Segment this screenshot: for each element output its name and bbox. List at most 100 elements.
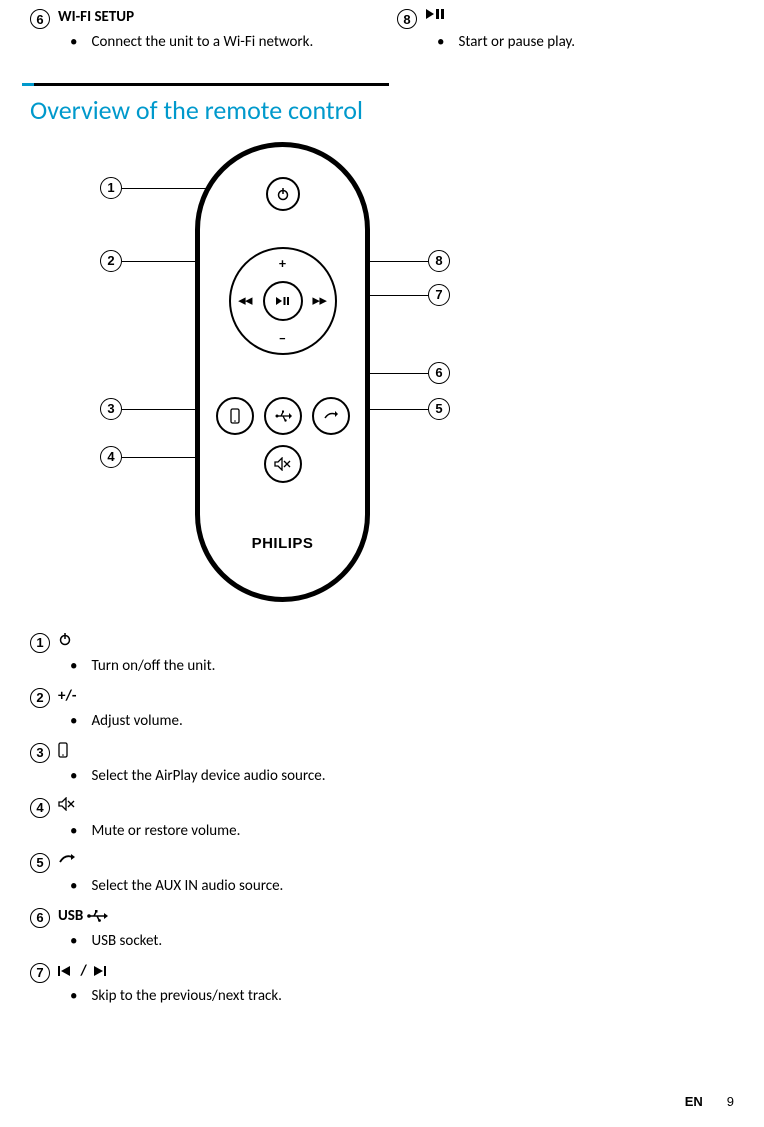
bullet-dot-icon <box>70 987 77 1005</box>
skip-bullet: Skip to the previous/next track. <box>30 987 734 1005</box>
remote-source-row <box>216 397 350 435</box>
dia-callout-3: 3 <box>100 398 122 420</box>
list-item-4: 4 <box>30 797 734 818</box>
top-left-col: 6 WI-FI SETUP Connect the unit to a Wi-F… <box>30 8 367 63</box>
power-icon <box>276 187 290 201</box>
bullet-dot-icon <box>70 877 77 895</box>
play-pause-icon <box>275 296 291 306</box>
power-bullet: Turn on/off the unit. <box>30 657 734 675</box>
play-pause-text: Start or pause play. <box>458 33 575 51</box>
callout-2: 2 <box>30 688 50 708</box>
dia-callout-1: 1 <box>100 177 122 199</box>
wifi-setup-heading: WI-FI SETUP <box>58 8 134 26</box>
usb-heading-text: USB <box>58 907 83 925</box>
top-columns: 6 WI-FI SETUP Connect the unit to a Wi-F… <box>30 8 734 63</box>
dia-callout-5: 5 <box>428 398 450 420</box>
aux-icon <box>323 410 339 422</box>
bullet-dot-icon <box>70 932 77 950</box>
mute-text: Mute or restore volume. <box>91 822 240 840</box>
callout-8: 8 <box>397 9 417 29</box>
usb-icon <box>274 410 292 422</box>
wifi-setup-bullet: Connect the unit to a Wi-Fi network. <box>30 33 367 51</box>
section-title: Overview of the remote control <box>30 96 382 126</box>
remote-body: + − ◀◀ ▶▶ PHILIPS <box>195 142 370 602</box>
aux-source-button <box>312 397 350 435</box>
bullet-dot-icon <box>437 33 444 51</box>
section-divider <box>30 83 389 86</box>
list-item-6: 6 USB <box>30 907 734 928</box>
slash-separator: / <box>77 962 90 980</box>
callout-5: 5 <box>30 853 50 873</box>
dia-callout-4: 4 <box>100 446 122 468</box>
usb-text: USB socket. <box>91 932 162 950</box>
volume-text: Adjust volume. <box>91 712 182 730</box>
mute-button <box>264 445 302 483</box>
dia-callout-2: 2 <box>100 250 122 272</box>
remote-dpad: + − ◀◀ ▶▶ <box>229 247 337 355</box>
airplay-text: Select the AirPlay device audio source. <box>91 767 325 785</box>
skip-text: Skip to the previous/next track. <box>91 987 282 1005</box>
philips-logo: PHILIPS <box>252 535 314 552</box>
airplay-heading <box>58 742 68 758</box>
play-pause-heading <box>425 8 447 20</box>
dia-callout-6: 6 <box>428 362 450 384</box>
dia-callout-8: 8 <box>428 250 450 272</box>
aux-heading <box>58 852 76 866</box>
usb-heading: USB <box>58 907 108 925</box>
power-text: Turn on/off the unit. <box>91 657 215 675</box>
list-item-5: 5 <box>30 852 734 873</box>
power-icon <box>58 632 72 646</box>
play-pause-bullet: Start or pause play. <box>397 33 734 51</box>
dia-callout-7: 7 <box>428 284 450 306</box>
prev-label: ◀◀ <box>239 295 253 306</box>
volume-bullet: Adjust volume. <box>30 712 734 730</box>
list-item-3: 3 <box>30 742 734 763</box>
list-item-1: 1 <box>30 632 734 653</box>
power-heading <box>58 632 72 646</box>
top-left-item: 6 WI-FI SETUP <box>30 8 367 29</box>
usb-icon <box>86 910 108 922</box>
airplay-bullet: Select the AirPlay device audio source. <box>30 767 734 785</box>
volume-heading: +/- <box>58 687 77 705</box>
footer-lang: EN <box>685 1094 703 1109</box>
airplay-source-button <box>216 397 254 435</box>
wifi-setup-text: Connect the unit to a Wi-Fi network. <box>91 33 313 51</box>
bullet-dot-icon <box>70 767 77 785</box>
top-right-col: 8 Start or pause play. <box>397 8 734 63</box>
aux-text: Select the AUX IN audio source. <box>91 877 283 895</box>
top-right-item: 8 <box>397 8 734 29</box>
remote-power-button <box>266 177 300 211</box>
usb-bullet: USB socket. <box>30 932 734 950</box>
footer-page: 9 <box>727 1094 734 1109</box>
aux-icon <box>58 852 76 866</box>
mute-heading <box>58 797 76 811</box>
list-item-7: 7 / <box>30 962 734 983</box>
next-track-icon <box>93 965 109 977</box>
list-item-2: 2 +/- <box>30 687 734 708</box>
play-pause-center <box>263 281 303 321</box>
mute-icon <box>58 797 76 811</box>
callout-3: 3 <box>30 743 50 763</box>
usb-source-button <box>264 397 302 435</box>
bullet-dot-icon <box>70 657 77 675</box>
callout-4: 4 <box>30 798 50 818</box>
bullet-dot-icon <box>70 822 77 840</box>
mute-bullet: Mute or restore volume. <box>30 822 734 840</box>
callout-6b: 6 <box>30 908 50 928</box>
device-icon <box>58 742 68 758</box>
volume-down-label: − <box>279 330 286 347</box>
bullet-dot-icon <box>70 712 77 730</box>
callout-1: 1 <box>30 633 50 653</box>
next-label: ▶▶ <box>313 295 327 306</box>
callout-7: 7 <box>30 963 50 983</box>
callout-6: 6 <box>30 9 50 29</box>
prev-track-icon <box>58 965 74 977</box>
item-list: 1 Turn on/off the unit. 2 +/- Adjust vol… <box>30 632 734 1005</box>
skip-heading: / <box>58 962 109 980</box>
volume-up-label: + <box>279 255 286 272</box>
bullet-dot-icon <box>70 33 77 51</box>
remote-diagram: 1 2 3 4 8 7 6 5 + − ◀◀ ▶▶ <box>100 142 450 612</box>
page-footer: EN 9 <box>685 1094 734 1109</box>
device-icon <box>230 408 240 424</box>
aux-bullet: Select the AUX IN audio source. <box>30 877 734 895</box>
